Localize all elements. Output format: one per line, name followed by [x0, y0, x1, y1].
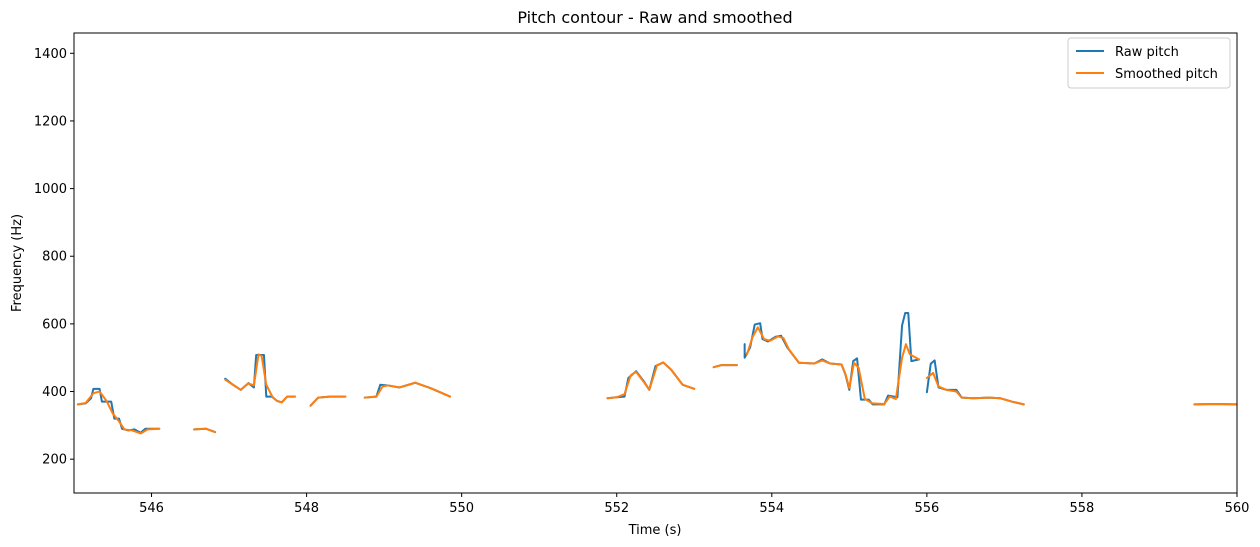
series-line-smoothed-pitch	[606, 361, 696, 400]
legend: Raw pitch Smoothed pitch	[1067, 37, 1231, 89]
series-line-smoothed-pitch	[363, 381, 452, 399]
y-axis-label: Frequency (Hz)	[10, 214, 25, 312]
series-line-smoothed-pitch	[745, 326, 921, 406]
y-tick-label: 200	[42, 453, 67, 468]
x-tick-label: 556	[914, 501, 939, 516]
x-axis-label: Time (s)	[628, 523, 682, 538]
series-line-smoothed-pitch	[76, 390, 161, 435]
y-axis: 200 400 600 800 1000 1200 1400	[34, 47, 74, 468]
legend-box	[1067, 37, 1231, 89]
plot-frame	[73, 32, 1238, 494]
legend-label-smoothed-pitch: Smoothed pitch	[1115, 67, 1218, 82]
series-line-smoothed-pitch	[925, 371, 1025, 406]
series-line-smoothed-pitch	[193, 427, 217, 434]
x-tick-label: 548	[294, 501, 319, 516]
x-tick-label: 558	[1070, 501, 1095, 516]
series-layer	[76, 312, 1237, 435]
x-tick-label: 554	[759, 501, 784, 516]
y-tick-label: 400	[42, 385, 67, 400]
y-tick-label: 1000	[34, 182, 67, 197]
y-tick-label: 600	[42, 317, 67, 332]
series-line-smoothed-pitch	[712, 364, 738, 369]
x-tick-label: 550	[449, 501, 474, 516]
x-tick-label: 552	[604, 501, 629, 516]
y-tick-label: 800	[42, 250, 67, 265]
chart-title: Pitch contour - Raw and smoothed	[517, 8, 792, 27]
series-line-smoothed-pitch	[224, 353, 296, 404]
legend-label-raw-pitch: Raw pitch	[1115, 45, 1179, 60]
x-tick-label: 546	[139, 501, 164, 516]
y-tick-label: 1400	[34, 47, 67, 62]
x-axis: 546 548 550 552 554 556 558 560	[139, 493, 1249, 516]
series-line-smoothed-pitch	[309, 395, 347, 407]
x-tick-label: 560	[1225, 501, 1250, 516]
y-tick-label: 1200	[34, 114, 67, 129]
